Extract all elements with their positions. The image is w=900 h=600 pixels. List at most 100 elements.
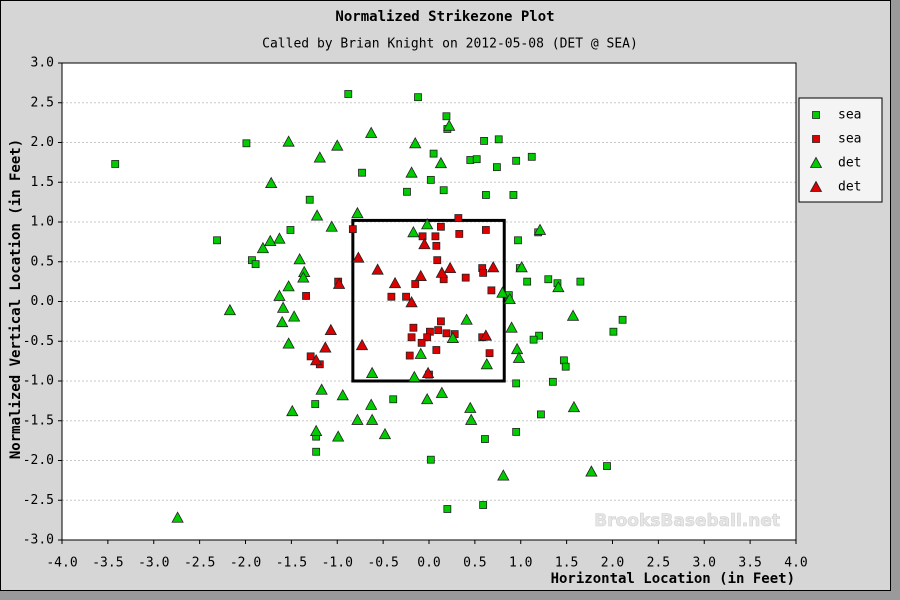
point xyxy=(407,333,416,342)
point xyxy=(418,237,431,250)
point xyxy=(311,400,320,408)
point xyxy=(479,329,493,341)
legend-label: det xyxy=(838,180,861,195)
point xyxy=(454,214,463,222)
point xyxy=(464,401,477,413)
point xyxy=(405,351,414,360)
point xyxy=(496,286,509,298)
point xyxy=(503,292,516,305)
x-tick-label: -2.0 xyxy=(230,556,261,571)
point xyxy=(405,166,418,178)
legend-label: det xyxy=(838,156,861,171)
point xyxy=(567,400,581,413)
x-tick-label: -0.5 xyxy=(367,556,398,571)
point xyxy=(297,271,310,283)
point xyxy=(466,156,475,164)
point xyxy=(282,337,295,349)
y-tick-label: 0.5 xyxy=(31,254,54,269)
point xyxy=(310,209,324,221)
point xyxy=(485,349,494,358)
point xyxy=(435,386,449,398)
point xyxy=(421,366,435,378)
point xyxy=(443,505,452,513)
point xyxy=(561,362,570,371)
point xyxy=(432,241,441,250)
point xyxy=(287,310,301,322)
x-axis-label: Horizontal Location (in Feet) xyxy=(551,571,795,587)
point xyxy=(264,234,277,246)
point xyxy=(443,119,456,131)
point xyxy=(414,269,427,281)
point xyxy=(465,413,478,425)
x-tick-label: 3.5 xyxy=(738,556,761,571)
y-tick-label: 1.0 xyxy=(31,215,54,230)
point xyxy=(411,280,420,288)
point xyxy=(442,329,451,338)
point xyxy=(387,292,396,301)
point xyxy=(552,280,565,293)
point xyxy=(497,469,510,481)
watermark: BrooksBaseball.net xyxy=(594,511,780,531)
point xyxy=(365,398,378,410)
point xyxy=(603,462,611,470)
point xyxy=(355,338,369,351)
point xyxy=(435,266,449,278)
point xyxy=(420,392,434,405)
point xyxy=(265,176,278,188)
point xyxy=(559,356,568,365)
point xyxy=(324,323,338,336)
point xyxy=(533,223,547,235)
grid xyxy=(58,62,797,544)
point xyxy=(402,292,410,301)
point xyxy=(576,277,585,286)
point xyxy=(527,152,536,161)
point xyxy=(434,326,443,335)
x-tick-label: 2.5 xyxy=(647,556,670,571)
point xyxy=(461,273,470,282)
point xyxy=(365,413,379,425)
y-tick-label: 2.5 xyxy=(31,95,54,110)
legend-marker xyxy=(812,135,820,143)
point xyxy=(331,139,344,151)
point xyxy=(251,260,260,269)
point xyxy=(429,149,438,158)
point xyxy=(319,341,332,353)
point xyxy=(351,206,364,219)
point xyxy=(455,230,464,238)
point xyxy=(388,276,402,289)
point xyxy=(420,218,434,230)
point xyxy=(293,253,306,265)
point xyxy=(414,347,427,359)
point xyxy=(213,236,221,245)
marks xyxy=(111,90,627,523)
point xyxy=(437,317,445,326)
point xyxy=(351,413,364,425)
x-tick-label: 0.5 xyxy=(463,556,486,571)
point xyxy=(282,135,295,147)
point xyxy=(223,303,237,316)
point xyxy=(537,410,545,419)
point xyxy=(492,163,501,172)
point xyxy=(479,501,488,509)
x-tick-label: -3.5 xyxy=(92,556,123,571)
point xyxy=(305,195,314,204)
point xyxy=(494,135,503,144)
legend: sea sea det det xyxy=(809,108,861,195)
point xyxy=(512,351,526,363)
point xyxy=(460,313,473,325)
chart-subtitle: Called by Brian Knight on 2012-05-08 (DE… xyxy=(262,37,638,52)
point xyxy=(514,236,522,245)
point xyxy=(408,370,421,382)
point xyxy=(481,226,490,234)
y-tick-label: -1.0 xyxy=(23,374,54,389)
point xyxy=(523,277,532,286)
point xyxy=(286,226,295,234)
point xyxy=(417,338,426,347)
point xyxy=(426,455,435,464)
point xyxy=(446,331,460,343)
point xyxy=(487,286,496,295)
point xyxy=(512,427,521,436)
point xyxy=(306,352,315,361)
